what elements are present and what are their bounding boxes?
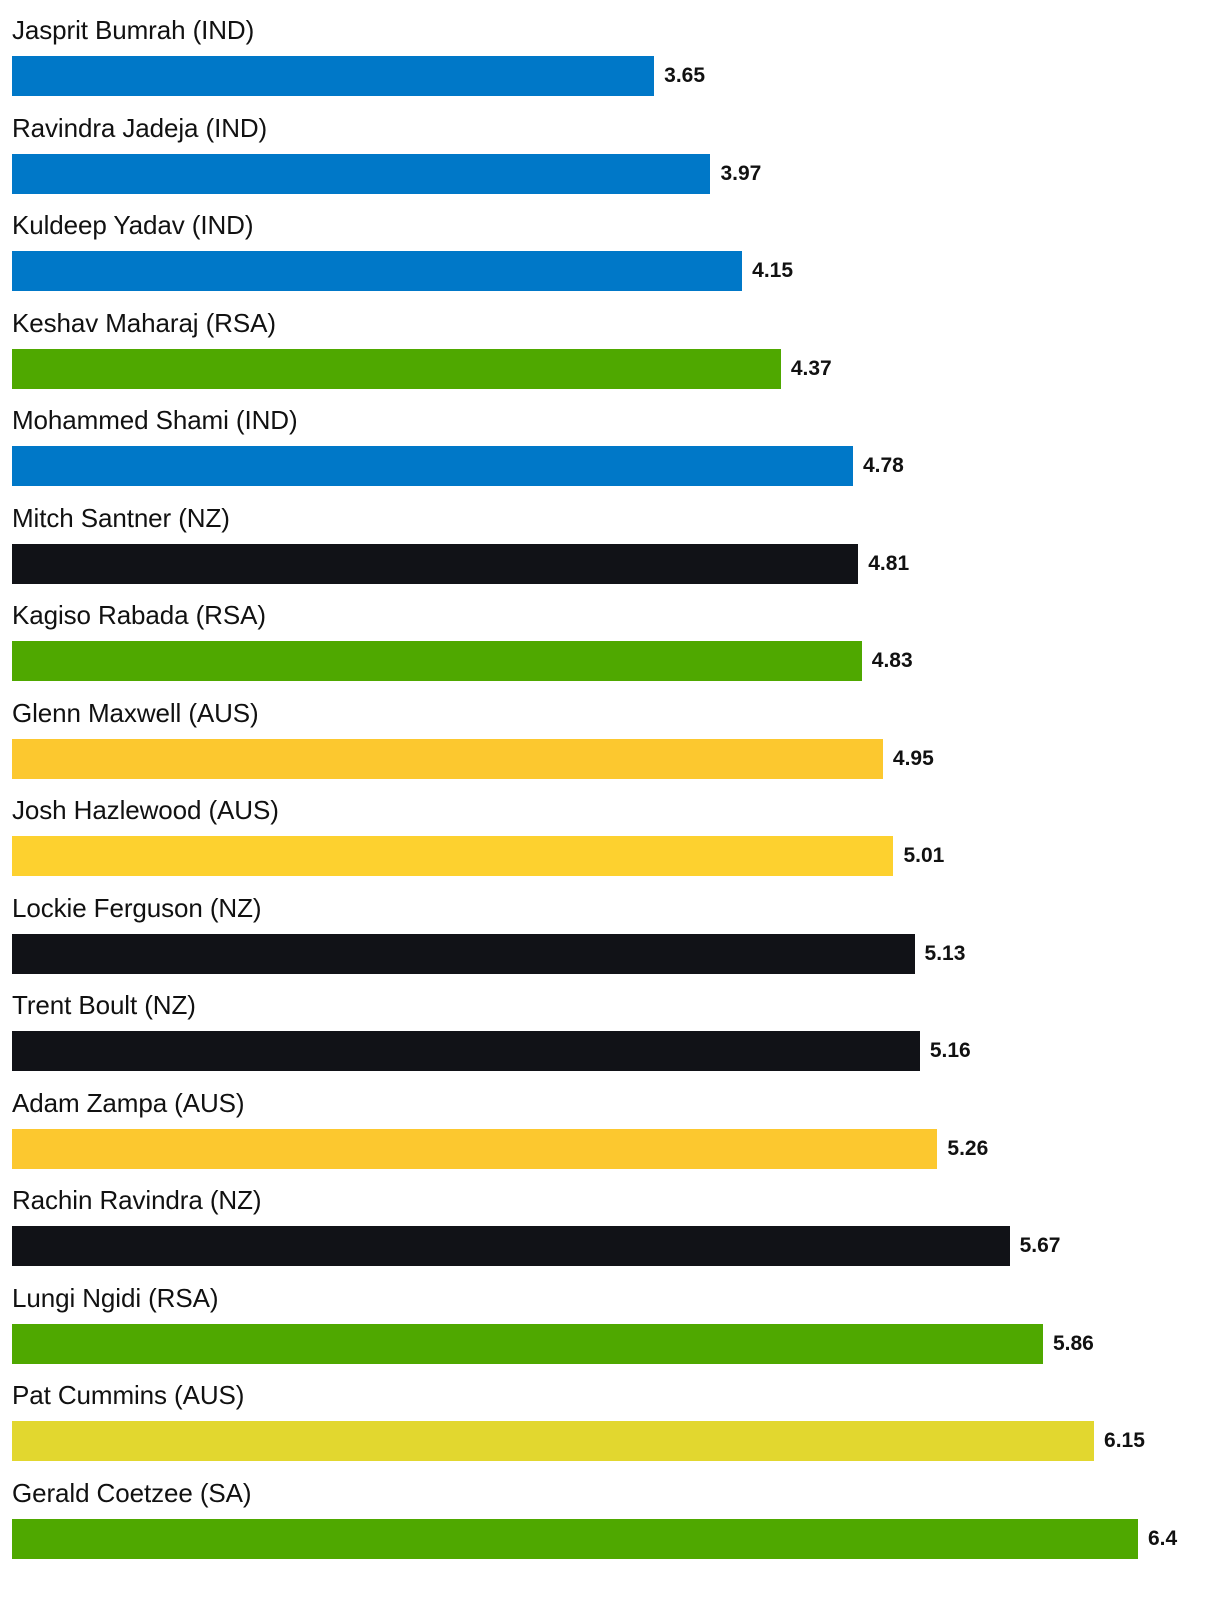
category-label: Trent Boult (NZ) (12, 990, 196, 1020)
bar-row: Josh Hazlewood (AUS) 5.01 (0, 780, 1220, 880)
bar (12, 641, 862, 681)
bar (12, 933, 915, 974)
value-label: 4.95 (892, 746, 934, 770)
value-label: 4.78 (862, 454, 904, 477)
value-label: 3.65 (664, 64, 706, 87)
bar (12, 251, 743, 291)
bar (12, 836, 894, 876)
bar-row: Jasprit Bumrah (IND) 3.65 (0, 0, 1220, 100)
category-label: Kuldeep Yadav (IND) (12, 210, 254, 240)
category-label: Pat Cummins (AUS) (12, 1380, 245, 1410)
value-label: 5.86 (1052, 1331, 1094, 1355)
bar-row: Trent Boult (NZ) 5.16 (0, 975, 1220, 1075)
category-label: Glenn Maxwell (AUS) (12, 697, 259, 728)
value-label: 4.83 (871, 649, 913, 672)
bar (12, 543, 859, 584)
bar-row: Mohammed Shami (IND) 4.78 (0, 390, 1220, 490)
bar (12, 1128, 938, 1169)
category-label: Ravindra Jadeja (IND) (12, 112, 268, 143)
bar-row: Glenn Maxwell (AUS) 4.95 (0, 683, 1220, 783)
value-label: 4.37 (790, 356, 832, 380)
category-label: Lockie Ferguson (NZ) (12, 892, 262, 923)
value-label: 5.67 (1019, 1234, 1061, 1257)
bar-row: Lockie Ferguson (NZ) 5.13 (0, 878, 1220, 978)
bar (12, 153, 711, 194)
bar-row: Keshav Maharaj (RSA) 4.37 (0, 293, 1220, 393)
value-label: 6.15 (1104, 1429, 1145, 1452)
bar (12, 1421, 1095, 1461)
category-label: Gerald Coetzee (SA) (12, 1477, 252, 1508)
value-label: 5.16 (929, 1039, 971, 1062)
value-label: 5.26 (947, 1136, 989, 1160)
value-label: 3.97 (720, 161, 762, 185)
category-label: Jasprit Bumrah (IND) (12, 15, 255, 45)
bar (12, 446, 853, 486)
bar-row: Gerald Coetzee (SA) 6.4 (0, 1463, 1220, 1563)
bar-row: Kuldeep Yadav (IND) 4.15 (0, 195, 1220, 295)
category-label: Kagiso Rabada (RSA) (12, 600, 266, 630)
category-label: Josh Hazlewood (AUS) (12, 795, 279, 825)
bar-row: Kagiso Rabada (RSA) 4.83 (0, 585, 1220, 685)
category-label: Rachin Ravindra (NZ) (12, 1185, 262, 1215)
bar-row: Adam Zampa (AUS) 5.26 (0, 1073, 1220, 1173)
bar (12, 1518, 1138, 1559)
value-label: 4.81 (868, 551, 910, 575)
value-label: 5.13 (924, 941, 966, 965)
category-label: Mohammed Shami (IND) (12, 405, 298, 435)
value-label: 5.01 (903, 844, 945, 867)
bar (12, 56, 655, 96)
category-label: Keshav Maharaj (RSA) (12, 307, 276, 338)
bar-row: Ravindra Jadeja (IND) 3.97 (0, 98, 1220, 198)
bar (12, 1031, 920, 1071)
category-label: Adam Zampa (AUS) (12, 1087, 245, 1118)
bar-row: Pat Cummins (AUS) 6.15 (0, 1365, 1220, 1465)
bar (12, 1226, 1010, 1266)
bar (12, 1323, 1043, 1364)
category-label: Mitch Santner (NZ) (12, 502, 230, 533)
bar (12, 348, 781, 389)
category-label: Lungi Ngidi (RSA) (12, 1282, 219, 1313)
bar-row: Rachin Ravindra (NZ) 5.67 (0, 1170, 1220, 1270)
value-label: 4.15 (752, 259, 794, 282)
bar-row: Lungi Ngidi (RSA) 5.86 (0, 1268, 1220, 1368)
bar (12, 738, 883, 779)
value-label: 6.4 (1148, 1526, 1178, 1550)
bar-row: Mitch Santner (NZ) 4.81 (0, 488, 1220, 588)
